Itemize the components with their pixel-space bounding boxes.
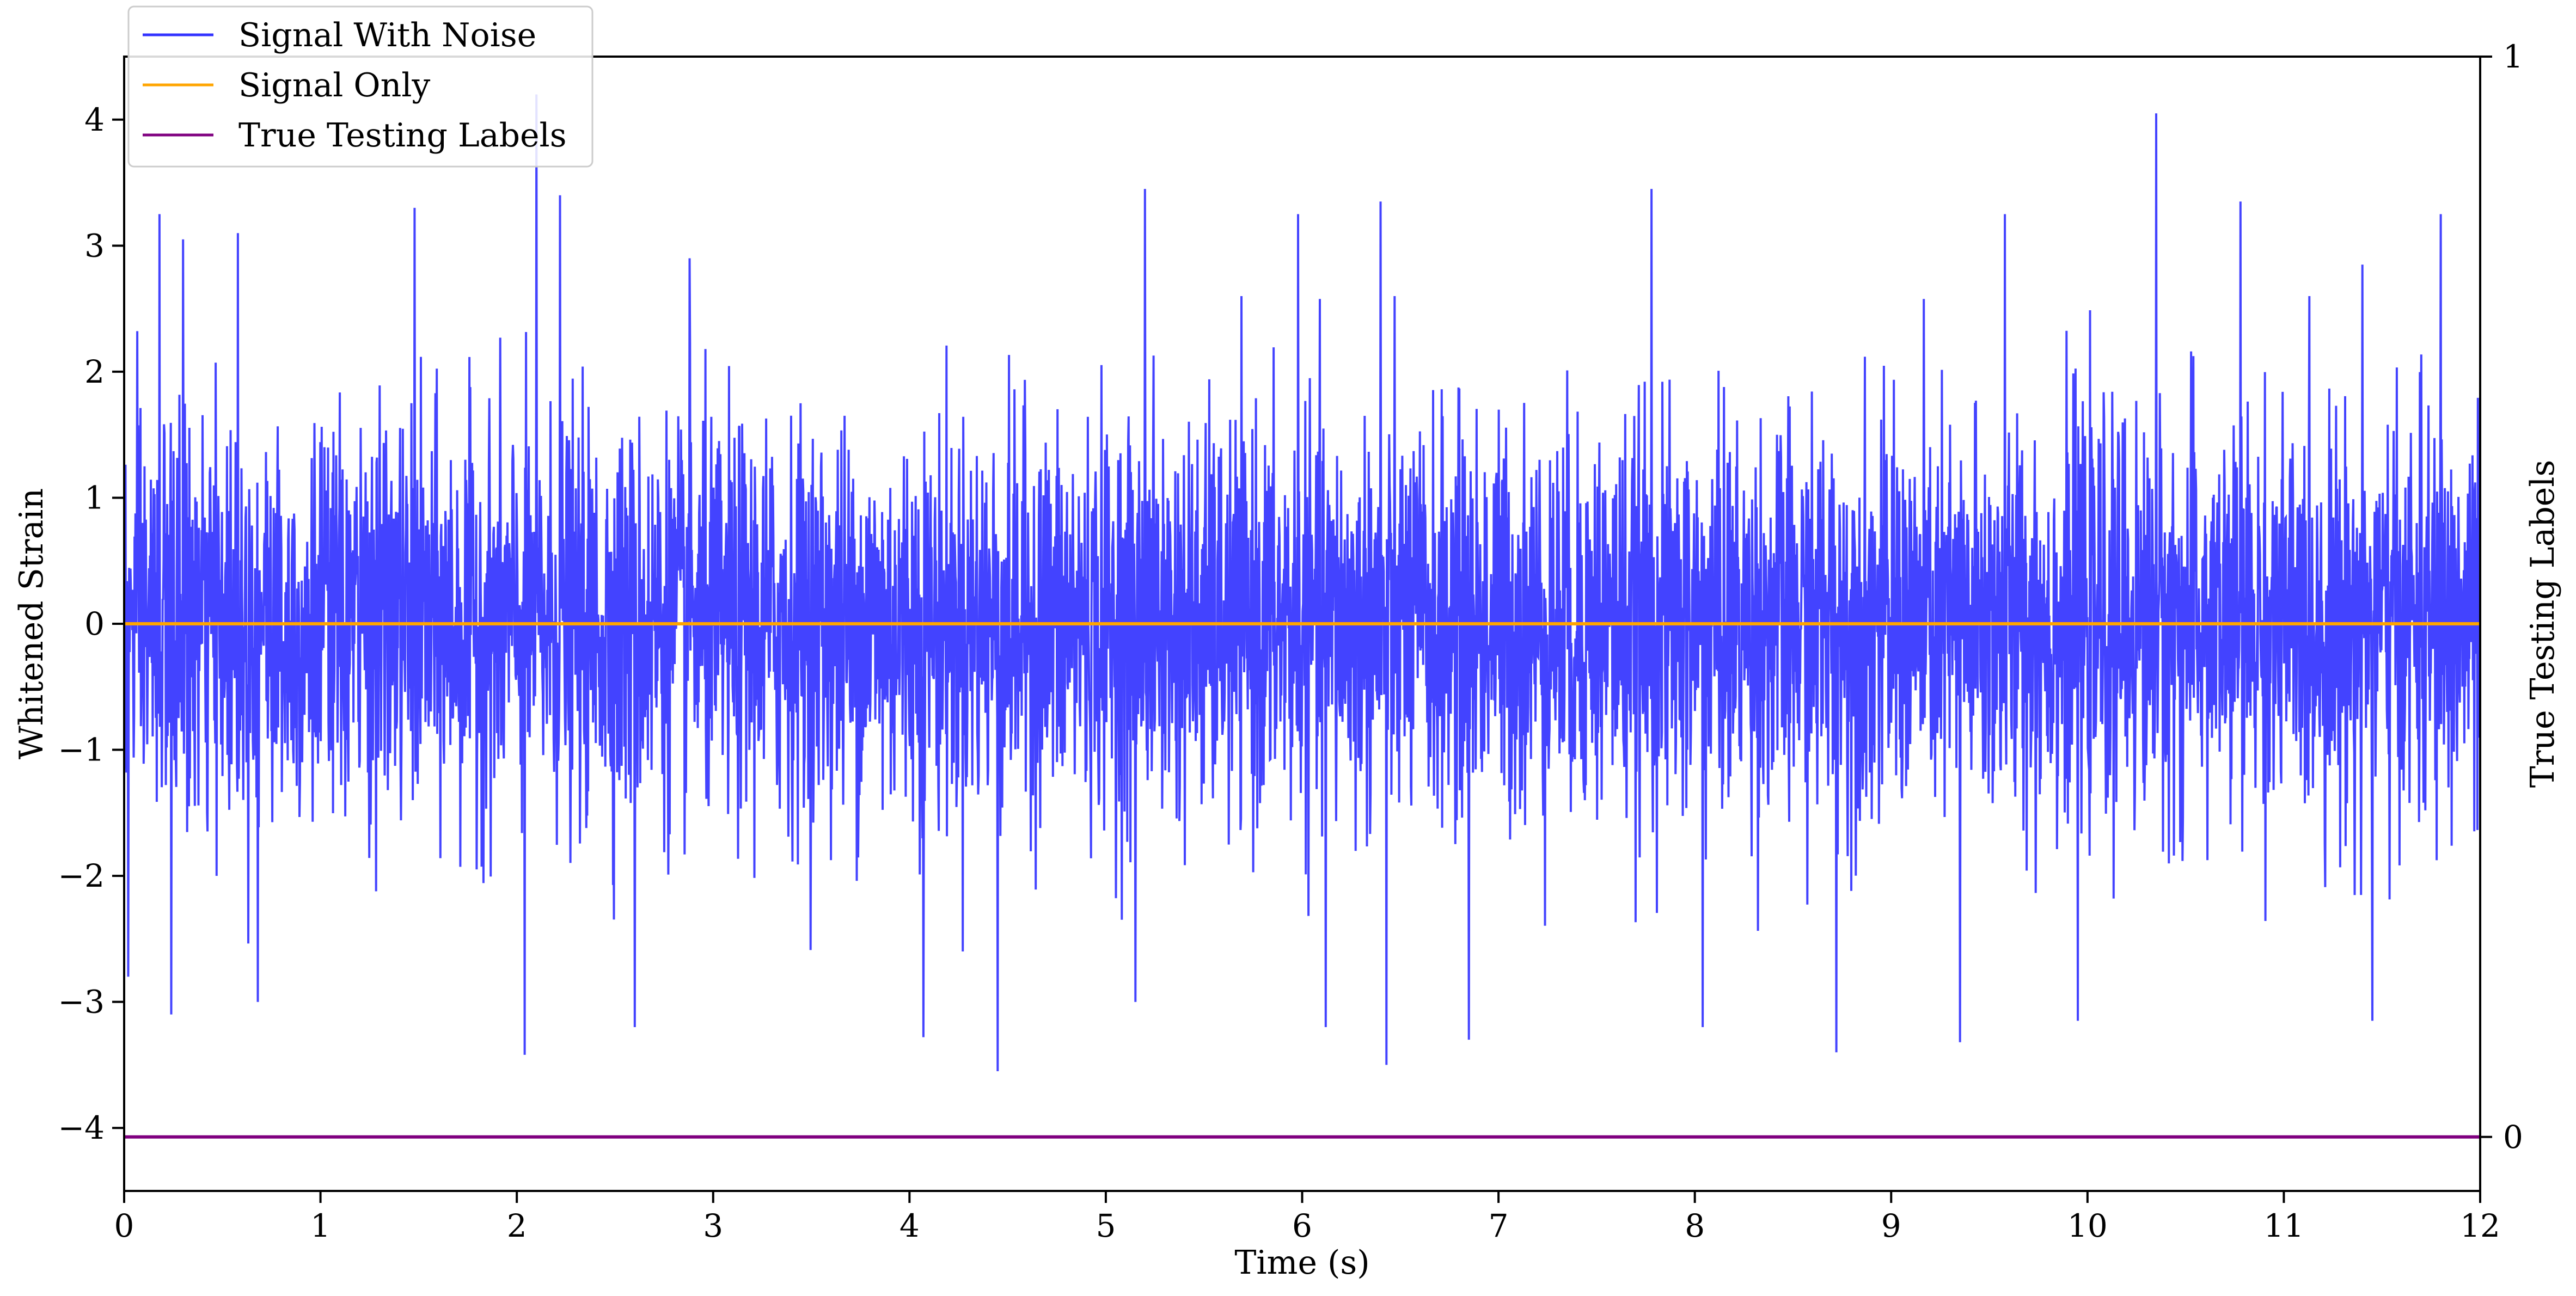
y-tick-label: 1 bbox=[84, 479, 105, 516]
y2-tick-label: 1 bbox=[2503, 38, 2523, 75]
y-axis-right: 10 bbox=[2480, 38, 2523, 1156]
legend-label-true-testing-labels: True Testing Labels bbox=[238, 116, 567, 155]
x-tick-label: 11 bbox=[2264, 1207, 2304, 1244]
y-tick-label: −2 bbox=[58, 857, 105, 894]
y2-axis-label: True Testing Labels bbox=[2524, 460, 2562, 788]
legend: Signal With Noise Signal Only True Testi… bbox=[127, 5, 593, 168]
y-axis-label: Whitened Strain bbox=[13, 488, 51, 759]
x-tick-label: 9 bbox=[1881, 1207, 1901, 1244]
y-tick-label: 2 bbox=[84, 353, 105, 390]
plot-area bbox=[124, 94, 2480, 1139]
x-tick-label: 5 bbox=[1096, 1207, 1116, 1244]
x-tick-label: 8 bbox=[1685, 1207, 1705, 1244]
y2-tick-label: 0 bbox=[2503, 1119, 2523, 1156]
x-tick-label: 10 bbox=[2067, 1207, 2108, 1244]
x-tick-label: 4 bbox=[900, 1207, 920, 1244]
x-axis-label: Time (s) bbox=[1234, 1244, 1369, 1282]
x-tick-label: 6 bbox=[1292, 1207, 1312, 1244]
legend-label-signal-with-noise: Signal With Noise bbox=[238, 16, 536, 54]
y-tick-label: −3 bbox=[58, 984, 105, 1021]
legend-box bbox=[127, 5, 593, 168]
x-axis: 0 1 2 3 4 5 6 7 8 9 10 11 12 bbox=[114, 1191, 2500, 1244]
y-axis-left: 4 3 2 1 0 −1 −2 −3 −4 bbox=[58, 101, 124, 1146]
y-tick-label: 0 bbox=[84, 605, 105, 642]
y-tick-label: 3 bbox=[84, 227, 105, 264]
x-tick-label: 3 bbox=[703, 1207, 723, 1244]
series-layer bbox=[124, 94, 2480, 1139]
x-tick-label: 1 bbox=[310, 1207, 331, 1244]
x-tick-label: 0 bbox=[114, 1207, 134, 1244]
y-tick-label: −4 bbox=[58, 1109, 105, 1146]
x-tick-label: 7 bbox=[1489, 1207, 1509, 1244]
legend-label-signal-only: Signal Only bbox=[238, 66, 430, 105]
x-tick-label: 12 bbox=[2460, 1207, 2500, 1244]
y-tick-label: −1 bbox=[58, 732, 105, 769]
series-signal-with-noise-line bbox=[124, 94, 2480, 1072]
x-tick-label: 2 bbox=[507, 1207, 527, 1244]
y-tick-label: 4 bbox=[84, 101, 105, 138]
